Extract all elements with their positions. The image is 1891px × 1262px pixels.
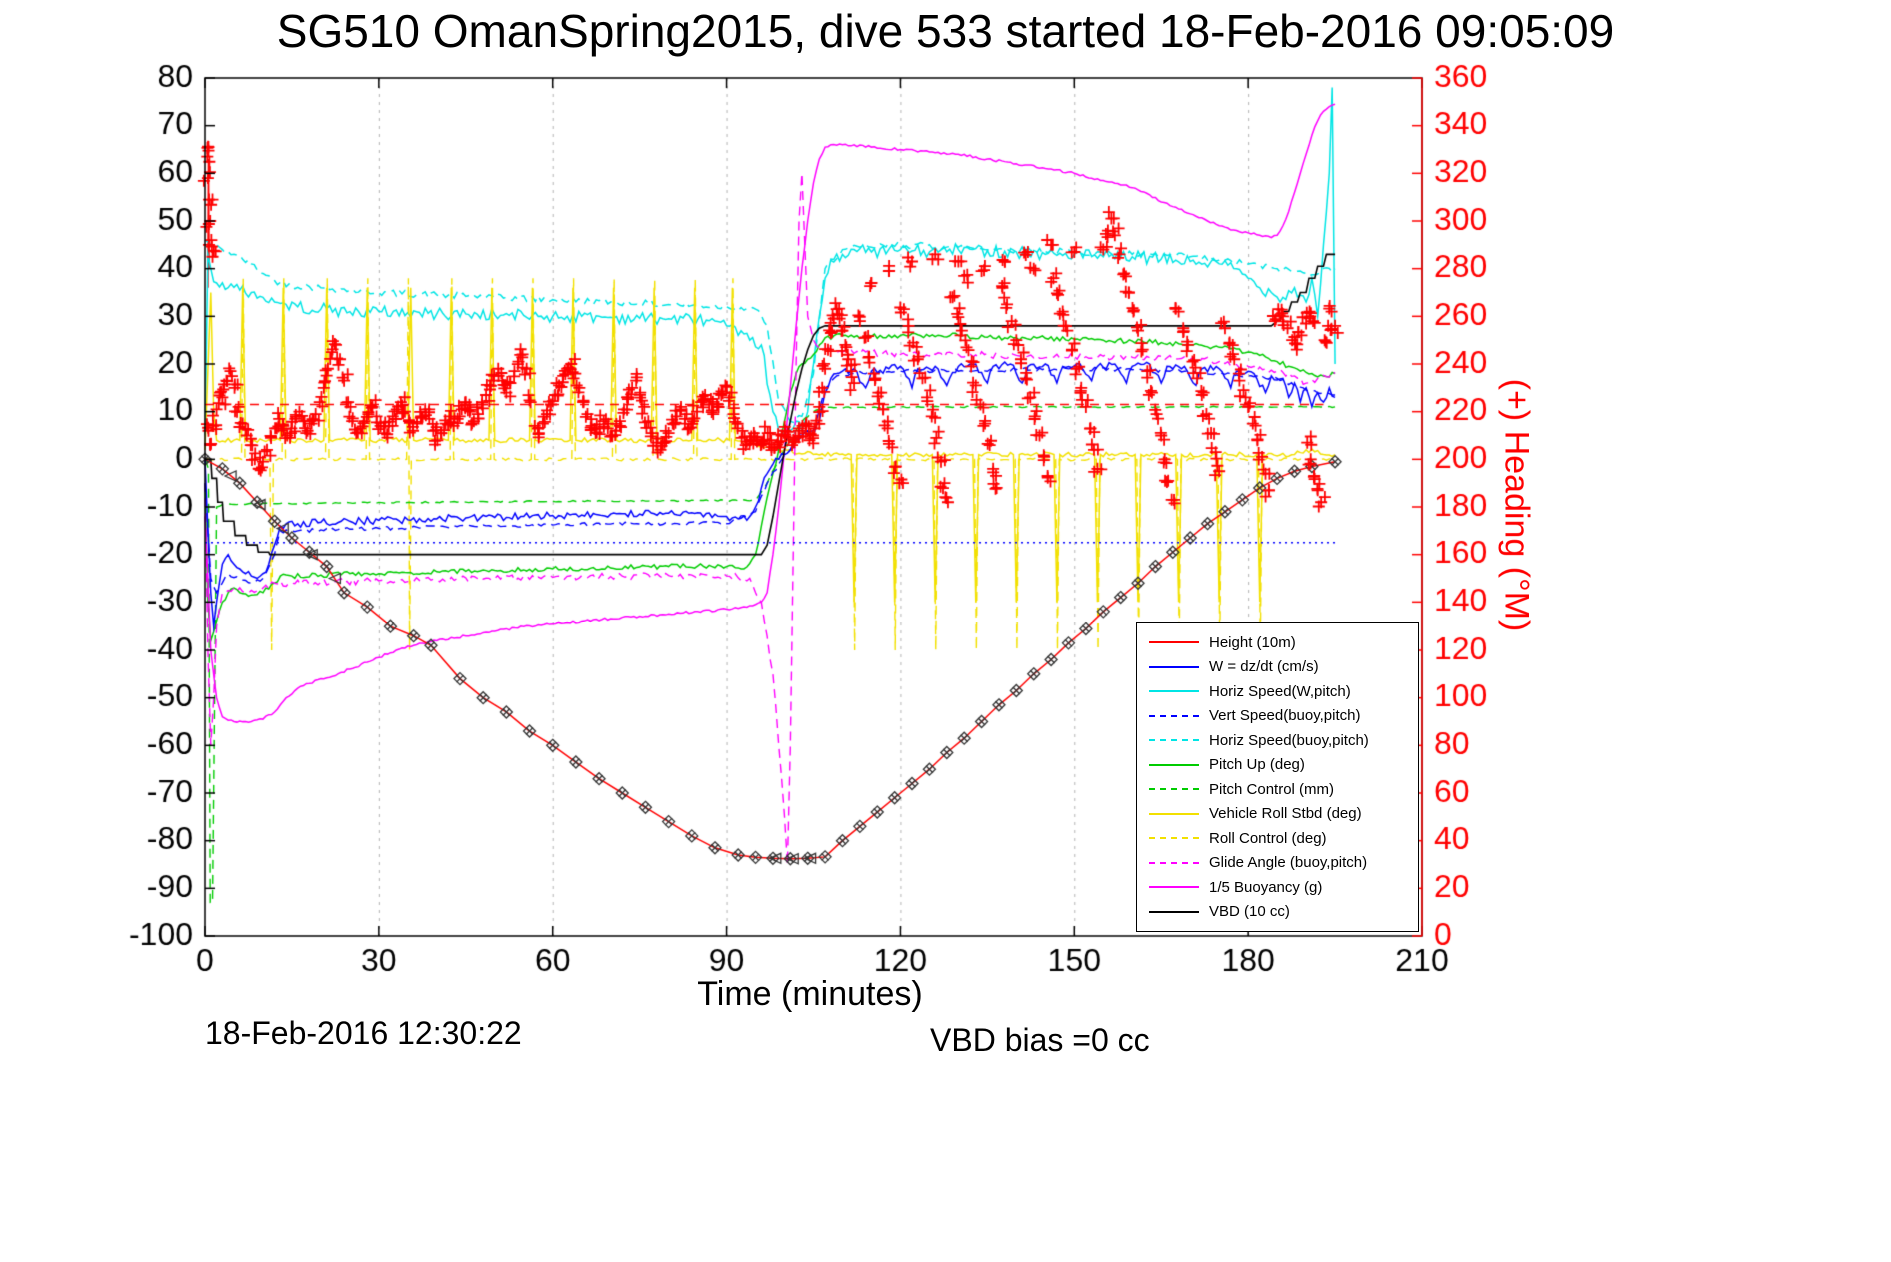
legend-line-sample (1149, 812, 1199, 815)
legend-line-sample (1149, 690, 1199, 693)
legend-item-label: Horiz Speed(buoy,pitch) (1209, 731, 1369, 749)
legend-item-label: 1/5 Buoyancy (g) (1209, 878, 1323, 896)
legend-item: Pitch Control (mm) (1137, 781, 1418, 798)
dive-end-timestamp: 18-Feb-2016 12:30:22 (205, 1015, 522, 1051)
legend-item-label: Horiz Speed(W,pitch) (1209, 682, 1351, 700)
legend-item: Pitch Up (deg) (1137, 756, 1418, 773)
legend-box: Height (10m) W = dz/dt (cm/s) Horiz Speed(… (1136, 622, 1419, 932)
legend-item-label: Glide Angle (buoy,pitch) (1209, 854, 1368, 872)
legend-item: Vert Speed(buoy,pitch) (1137, 707, 1418, 724)
legend-item-label: Pitch Control (mm) (1209, 780, 1335, 798)
legend-line-sample (1149, 886, 1199, 889)
legend-item: 1/5 Buoyancy (g) (1137, 879, 1418, 896)
legend-line-sample (1149, 837, 1199, 840)
legend-line-sample (1149, 788, 1199, 791)
vbd-bias-label: VBD bias =0 cc (930, 1022, 1150, 1058)
legend-item: W = dz/dt (cm/s) (1137, 658, 1418, 675)
legend-item: Glide Angle (buoy,pitch) (1137, 854, 1418, 871)
legend-line-sample (1149, 910, 1199, 913)
legend-item: VBD (10 cc) (1137, 903, 1418, 920)
legend-line-sample (1149, 665, 1199, 668)
legend-line-sample (1149, 861, 1199, 864)
legend-item-label: Vehicle Roll Stbd (deg) (1209, 805, 1362, 823)
legend-item-label: Roll Control (deg) (1209, 829, 1327, 847)
legend-item-label: Vert Speed(buoy,pitch) (1209, 707, 1361, 725)
legend-item-label: Pitch Up (deg) (1209, 756, 1305, 774)
legend-item-label: W = dz/dt (cm/s) (1209, 658, 1319, 676)
x-axis-label: Time (minutes) (697, 975, 923, 1013)
legend-line-sample (1149, 714, 1199, 717)
legend-item-label: VBD (10 cc) (1209, 903, 1290, 921)
legend-line-sample (1149, 641, 1199, 644)
legend-item-label: Height (10m) (1209, 633, 1296, 651)
legend-line-sample (1149, 763, 1199, 766)
legend-item: Horiz Speed(W,pitch) (1137, 683, 1418, 700)
legend-item: Height (10m) (1137, 634, 1418, 651)
legend-item: Roll Control (deg) (1137, 830, 1418, 847)
legend-item: Vehicle Roll Stbd (deg) (1137, 805, 1418, 822)
figure-title: SG510 OmanSpring2015, dive 533 started 1… (276, 5, 1615, 57)
right-axis-label: (+) Heading (°M) (1497, 378, 1536, 632)
legend-line-sample (1149, 739, 1199, 742)
legend-item: Horiz Speed(buoy,pitch) (1137, 732, 1418, 749)
